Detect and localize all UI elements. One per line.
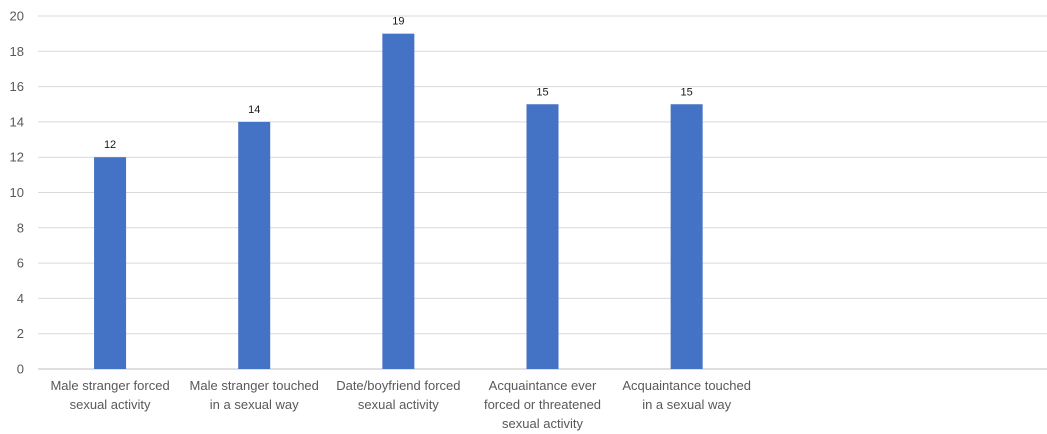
bar-series (94, 33, 703, 370)
bar (382, 33, 415, 370)
y-tick-label: 8 (17, 220, 24, 235)
y-tick-label: 18 (10, 44, 24, 59)
category-label-line: Acquaintance ever (489, 378, 597, 393)
y-tick-label: 20 (10, 9, 24, 24)
data-label: 15 (681, 86, 693, 98)
category-label-line: sexual activity (358, 397, 439, 412)
y-axis: 0 2 4 6 8 10 12 14 16 18 20 (10, 9, 24, 377)
category-label-line: in a sexual way (642, 397, 731, 412)
data-label: 12 (104, 139, 116, 151)
y-tick-label: 12 (10, 150, 24, 165)
category-label-line: Acquaintance touched (622, 378, 751, 393)
category-label: Acquaintance ever forced or threatened sex… (484, 378, 601, 431)
data-labels: 12 14 19 15 15 (104, 16, 693, 152)
category-label: Acquaintance touched in a sexual way (622, 378, 751, 412)
category-label-line: sexual activity (502, 416, 583, 431)
y-tick-label: 16 (10, 79, 24, 94)
category-label: Male stranger touched in a sexual way (190, 378, 319, 412)
y-tick-label: 2 (17, 326, 24, 341)
category-label-line: sexual activity (70, 397, 151, 412)
y-tick-label: 0 (17, 362, 24, 377)
category-label: Male stranger forced sexual activity (50, 378, 169, 412)
data-label: 19 (392, 16, 404, 28)
y-tick-label: 6 (17, 256, 24, 271)
x-axis: Male stranger forced sexual activityMale … (50, 378, 751, 431)
bar (94, 157, 127, 369)
bar (526, 104, 559, 369)
category-label-line: forced or threatened (484, 397, 601, 412)
data-label: 14 (248, 104, 260, 116)
y-tick-label: 10 (10, 185, 24, 200)
category-label-line: Male stranger forced (50, 378, 169, 393)
bar (670, 104, 703, 369)
category-label: Date/boyfriend forced sexual activity (336, 378, 460, 412)
category-label-line: Date/boyfriend forced (336, 378, 460, 393)
category-label-line: in a sexual way (210, 397, 299, 412)
data-label: 15 (536, 86, 548, 98)
bar (238, 121, 271, 370)
category-label-line: Male stranger touched (190, 378, 319, 393)
y-tick-label: 4 (17, 291, 24, 306)
y-tick-label: 14 (10, 114, 24, 129)
